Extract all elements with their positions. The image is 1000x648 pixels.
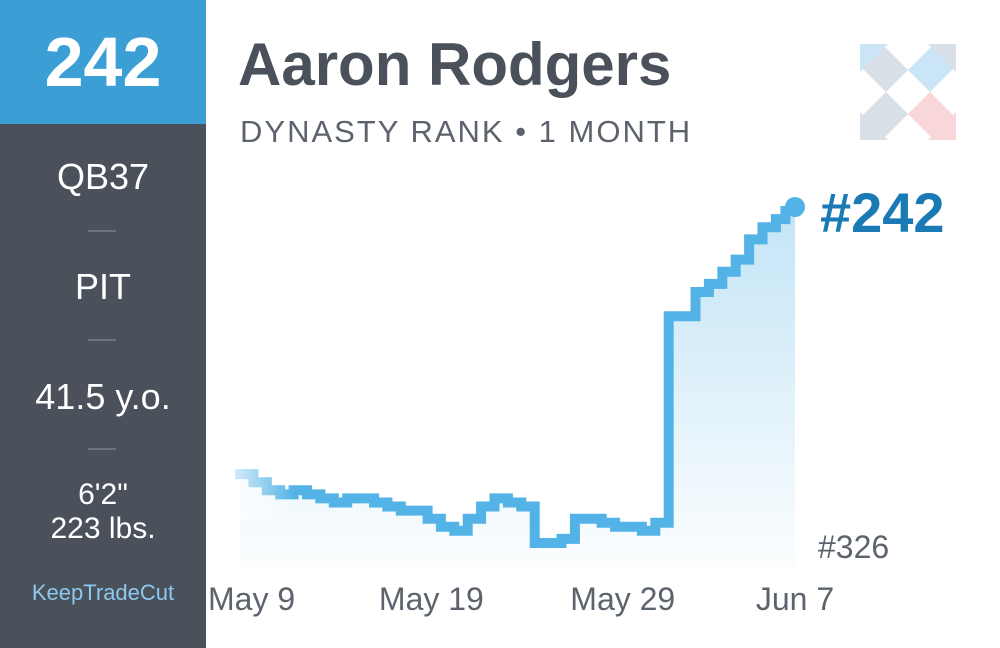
brand-name[interactable]: KeepTradeCut	[31, 580, 175, 605]
x-tick-label: May 19	[379, 581, 484, 617]
team: PIT	[74, 266, 131, 307]
player-sidebar: 242 QB37 PIT 41.5 y.o. 6'2" 223 lbs. Kee…	[0, 0, 206, 648]
x-tick-label: May 29	[570, 581, 675, 617]
lowest-rank-label: #326	[818, 529, 889, 565]
player-name: Aaron Rodgers	[238, 31, 672, 98]
x-tick-label: Jun 7	[756, 581, 834, 617]
current-rank-dot	[785, 197, 805, 217]
height: 6'2"	[78, 478, 128, 511]
chart-subtitle: DYNASTY RANK • 1 MONTH	[240, 114, 693, 149]
rank-line	[235, 202, 800, 548]
x-axis: May 9 May 19 May 29 Jun 7	[208, 581, 834, 617]
arrows-logo-icon	[860, 44, 956, 140]
current-rank-label: #242	[820, 181, 945, 244]
sidebar-divider	[88, 230, 116, 232]
age: 41.5 y.o.	[35, 376, 171, 417]
line-fade	[225, 440, 295, 520]
weight: 223 lbs.	[50, 512, 156, 545]
overall-rank: 242	[0, 0, 206, 124]
sidebar-divider	[88, 339, 116, 341]
position-rank: QB37	[56, 156, 150, 197]
x-tick-label: May 9	[208, 581, 295, 617]
rank-area	[240, 207, 795, 567]
sidebar-divider	[88, 448, 116, 450]
